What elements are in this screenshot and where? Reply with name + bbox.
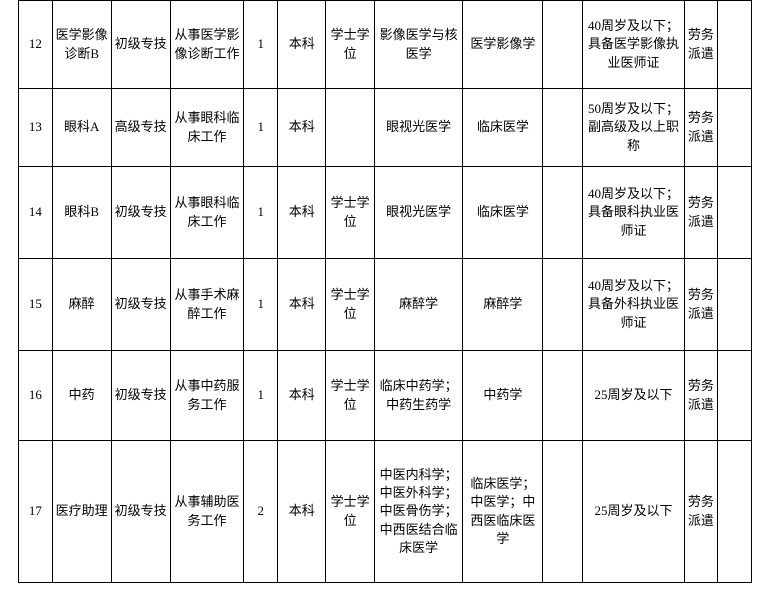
cell-col10: 50周岁及以下；副高级及以上职称 [583,89,684,167]
cell-col12 [718,89,752,167]
cell-col2: 初级专技 [111,351,170,441]
cell-col10: 40周岁及以下；具备眼科执业医师证 [583,167,684,259]
cell-col4: 1 [244,167,278,259]
cell-col8: 临床医学 [463,89,543,167]
table-row: 12医学影像诊断B初级专技从事医学影像诊断工作1本科学士学位影像医学与核医学医学… [19,1,752,89]
cell-col9 [543,259,583,351]
cell-col7: 中医内科学；中医外科学；中医骨伤学；中西医结合临床医学 [374,441,462,583]
cell-num: 17 [19,441,53,583]
cell-col5: 本科 [278,351,326,441]
cell-col7: 临床中药学；中药生药学 [374,351,462,441]
cell-col6: 学士学位 [326,259,374,351]
cell-col9 [543,351,583,441]
cell-col4: 1 [244,89,278,167]
cell-col2: 初级专技 [111,441,170,583]
cell-col10: 25周岁及以下 [583,351,684,441]
cell-col6: 学士学位 [326,167,374,259]
cell-col5: 本科 [278,167,326,259]
cell-col3: 从事眼科临床工作 [170,89,244,167]
cell-col7: 眼视光医学 [374,89,462,167]
cell-col4: 1 [244,351,278,441]
cell-col3: 从事中药服务工作 [170,351,244,441]
cell-col10: 40周岁及以下；具备外科执业医师证 [583,259,684,351]
table-row: 16中药初级专技从事中药服务工作1本科学士学位临床中药学；中药生药学中药学 25周… [19,351,752,441]
cell-col8: 中药学 [463,351,543,441]
cell-col1: 中药 [52,351,111,441]
cell-col5: 本科 [278,259,326,351]
cell-col2: 初级专技 [111,167,170,259]
cell-col3: 从事手术麻醉工作 [170,259,244,351]
cell-col11: 劳务派遣 [684,259,718,351]
cell-col1: 眼科B [52,167,111,259]
cell-col11: 劳务派遣 [684,441,718,583]
table-row: 15麻醉初级专技从事手术麻醉工作1本科学士学位麻醉学麻醉学40周岁及以下；具备外… [19,259,752,351]
cell-col6: 学士学位 [326,351,374,441]
cell-col10: 40周岁及以下；具备医学影像执业医师证 [583,1,684,89]
cell-col11: 劳务派遣 [684,167,718,259]
cell-col2: 初级专技 [111,259,170,351]
table-row: 17医疗助理初级专技从事辅助医务工作2本科学士学位中医内科学；中医外科学；中医骨… [19,441,752,583]
cell-col10: 25周岁及以下 [583,441,684,583]
cell-col12 [718,167,752,259]
cell-col2: 初级专技 [111,1,170,89]
cell-col12 [718,351,752,441]
cell-col1: 医疗助理 [52,441,111,583]
data-table: 12医学影像诊断B初级专技从事医学影像诊断工作1本科学士学位影像医学与核医学医学… [18,0,752,583]
cell-col4: 1 [244,1,278,89]
table-row: 13眼科A高级专技从事眼科临床工作1本科眼视光医学临床医学 50周岁及以下；副高级… [19,89,752,167]
cell-col7: 眼视光医学 [374,167,462,259]
cell-num: 12 [19,1,53,89]
cell-col5: 本科 [278,441,326,583]
cell-col5: 本科 [278,89,326,167]
cell-col3: 从事眼科临床工作 [170,167,244,259]
cell-num: 13 [19,89,53,167]
cell-col6 [326,89,374,167]
cell-col2: 高级专技 [111,89,170,167]
cell-col11: 劳务派遣 [684,351,718,441]
cell-col1: 麻醉 [52,259,111,351]
cell-col9 [543,441,583,583]
cell-num: 16 [19,351,53,441]
cell-col9 [543,1,583,89]
cell-col5: 本科 [278,1,326,89]
cell-col6: 学士学位 [326,1,374,89]
cell-col7: 影像医学与核医学 [374,1,462,89]
table-row: 14眼科B初级专技从事眼科临床工作1本科学士学位眼视光医学临床医学 40周岁及以下… [19,167,752,259]
cell-col8: 临床医学；中医学；中西医临床医学 [463,441,543,583]
cell-num: 14 [19,167,53,259]
cell-col12 [718,1,752,89]
cell-col8: 临床医学 [463,167,543,259]
cell-col8: 医学影像学 [463,1,543,89]
cell-col1: 眼科A [52,89,111,167]
cell-col11: 劳务派遣 [684,89,718,167]
cell-col8: 麻醉学 [463,259,543,351]
cell-col4: 2 [244,441,278,583]
cell-col9 [543,167,583,259]
cell-col12 [718,441,752,583]
cell-col3: 从事医学影像诊断工作 [170,1,244,89]
cell-col12 [718,259,752,351]
cell-col9 [543,89,583,167]
cell-col11: 劳务派遣 [684,1,718,89]
cell-col1: 医学影像诊断B [52,1,111,89]
cell-col3: 从事辅助医务工作 [170,441,244,583]
cell-num: 15 [19,259,53,351]
cell-col4: 1 [244,259,278,351]
cell-col6: 学士学位 [326,441,374,583]
cell-col7: 麻醉学 [374,259,462,351]
